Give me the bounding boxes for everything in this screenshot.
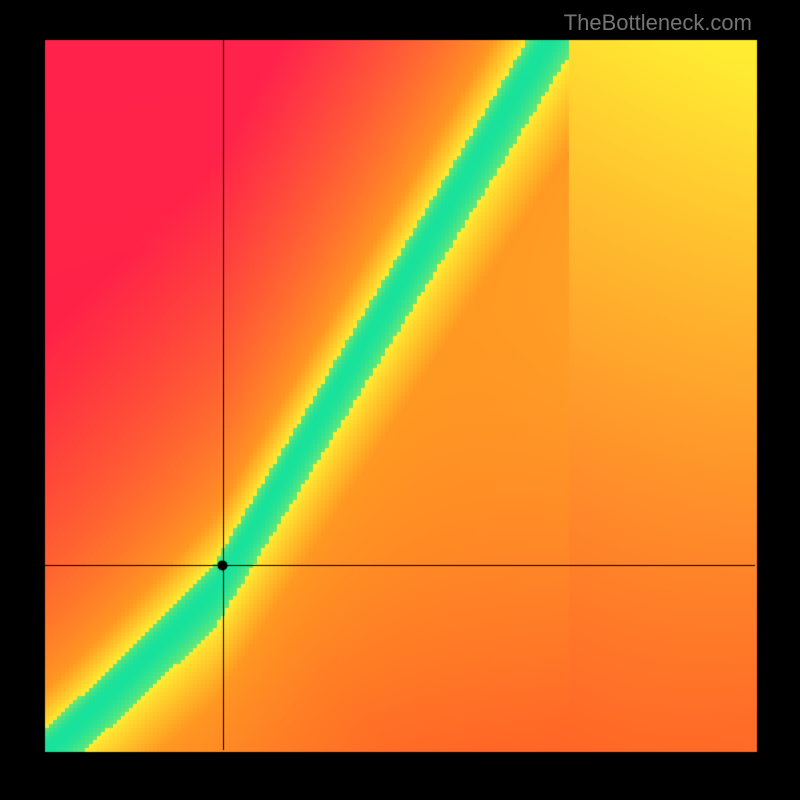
watermark-text: TheBottleneck.com: [564, 10, 752, 36]
bottleneck-heatmap: [0, 0, 800, 800]
chart-container: { "canvas": { "width": 800, "height": 80…: [0, 0, 800, 800]
